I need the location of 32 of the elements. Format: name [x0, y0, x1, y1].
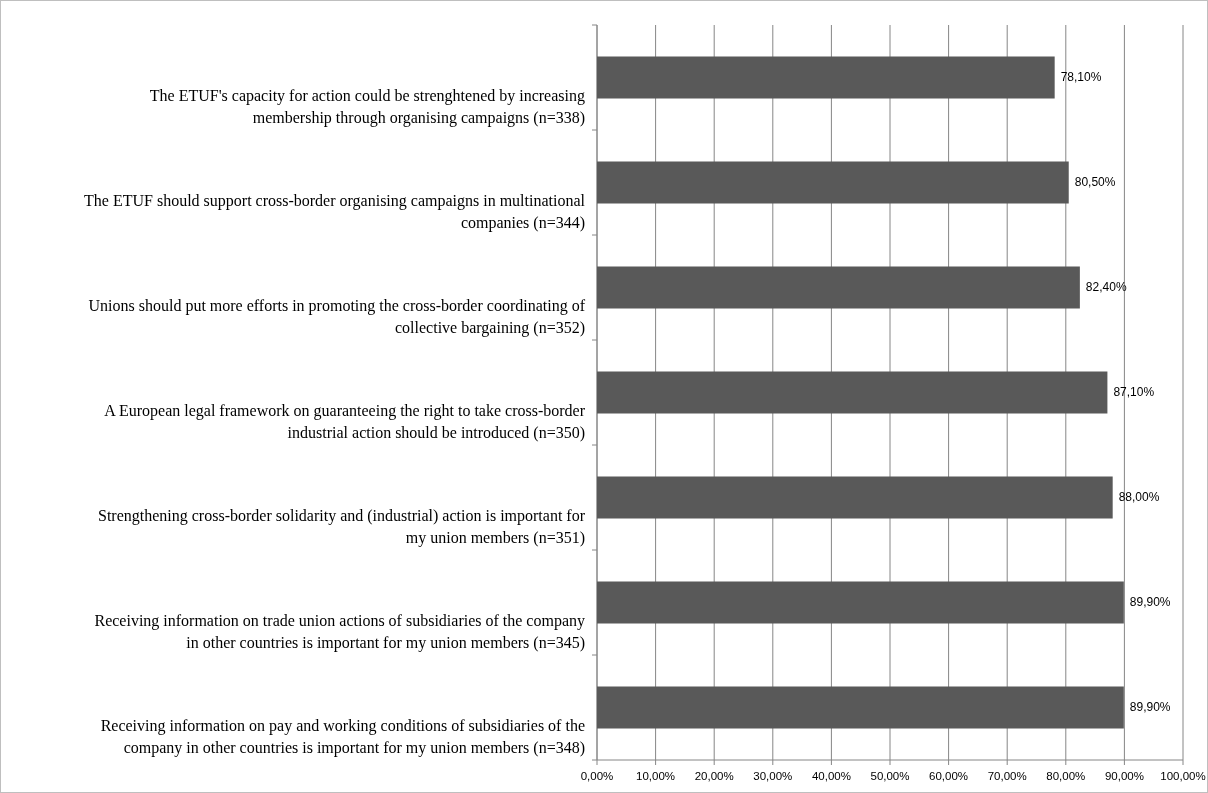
data-label: 80,50% [1074, 174, 1116, 189]
x-tick-label: 80,00% [1046, 770, 1086, 782]
x-tick-label: 90,00% [1104, 770, 1144, 782]
data-label: 89,90% [1129, 594, 1171, 609]
bar [597, 476, 1113, 519]
bar [597, 161, 1069, 204]
x-tick-label: 30,00% [753, 770, 793, 782]
data-label: 87,10% [1113, 384, 1155, 399]
y-tick-label: A European legal framework on guaranteeing the right to take cross-border industrial action should be introduced (n=350) [104, 401, 586, 442]
data-label: 78,10% [1060, 69, 1102, 84]
bar [597, 371, 1108, 414]
y-tick-label: The ETUF should support cross-border organising campaigns in multinational companies (n=344) [84, 191, 586, 232]
data-label: 89,90% [1129, 699, 1171, 714]
y-tick-label: Receiving information on pay and working conditions of subsidiaries of the company in other countries is important for my union members (n=348) [100, 716, 585, 757]
y-tick-label: Receiving information on trade union actions of subsidiaries of the company in other countries is important for my union members (n=345) [94, 611, 585, 652]
x-tick-label: 0,00% [580, 770, 614, 782]
bar [597, 56, 1055, 99]
y-tick-label: The ETUF's capacity for action could be strenghtened by increasing membership through organising campaigns (n=338) [149, 86, 585, 127]
bar [597, 266, 1080, 309]
x-tick-label: 50,00% [870, 770, 910, 782]
data-label: 88,00% [1118, 489, 1160, 504]
y-tick-label: Unions should put more efforts in promoting the cross-border coordinating of collective bargaining (n=352) [88, 296, 586, 337]
y-tick-label: Strengthening cross-border solidarity and (industrial) action is important for my union members (n=351) [98, 506, 586, 547]
data-label: 82,40% [1085, 279, 1127, 294]
x-tick-label: 20,00% [694, 770, 734, 782]
x-tick-label: 60,00% [929, 770, 969, 782]
x-tick-label: 70,00% [987, 770, 1027, 782]
bar [597, 581, 1124, 624]
x-tick-label: 40,00% [811, 770, 851, 782]
x-tick-label: 100,00% [1160, 770, 1206, 782]
bar [597, 686, 1124, 729]
x-tick-label: 10,00% [636, 770, 676, 782]
